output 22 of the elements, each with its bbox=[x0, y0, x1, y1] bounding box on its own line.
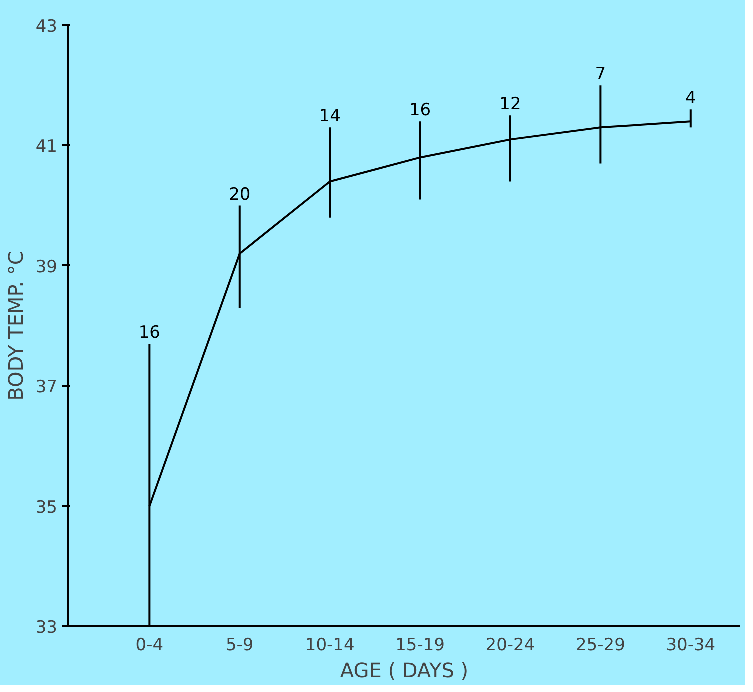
x-tick-label: 0-4 bbox=[136, 636, 164, 656]
x-tick-label: 15-19 bbox=[396, 636, 445, 656]
annotation: 16 bbox=[138, 323, 161, 344]
x-tick-label: 20-24 bbox=[486, 636, 536, 656]
y-tick-label: 33 bbox=[36, 618, 58, 638]
annotation: 14 bbox=[319, 106, 341, 127]
y-axis-title: BODY TEMP. °C bbox=[4, 251, 28, 401]
y-tick-label: 41 bbox=[36, 137, 58, 158]
y-tick-label: 43 bbox=[36, 17, 58, 37]
annotation: 16 bbox=[409, 100, 432, 121]
annotation: 12 bbox=[500, 94, 522, 115]
x-tick-label: 25-29 bbox=[576, 636, 626, 656]
y-tick-label: 35 bbox=[36, 498, 58, 518]
y-tick-label: 39 bbox=[36, 257, 58, 278]
annotation: 20 bbox=[229, 184, 251, 205]
x-axis-title: AGE ( DAYS ) bbox=[340, 658, 469, 682]
x-tick-label: 30-34 bbox=[666, 636, 716, 656]
annotation: 4 bbox=[685, 88, 696, 109]
x-tick-label: 5-9 bbox=[226, 636, 254, 656]
y-tick-label: 37 bbox=[36, 378, 58, 398]
annotation: 7 bbox=[595, 64, 606, 85]
x-tick-label: 10-14 bbox=[305, 636, 355, 656]
